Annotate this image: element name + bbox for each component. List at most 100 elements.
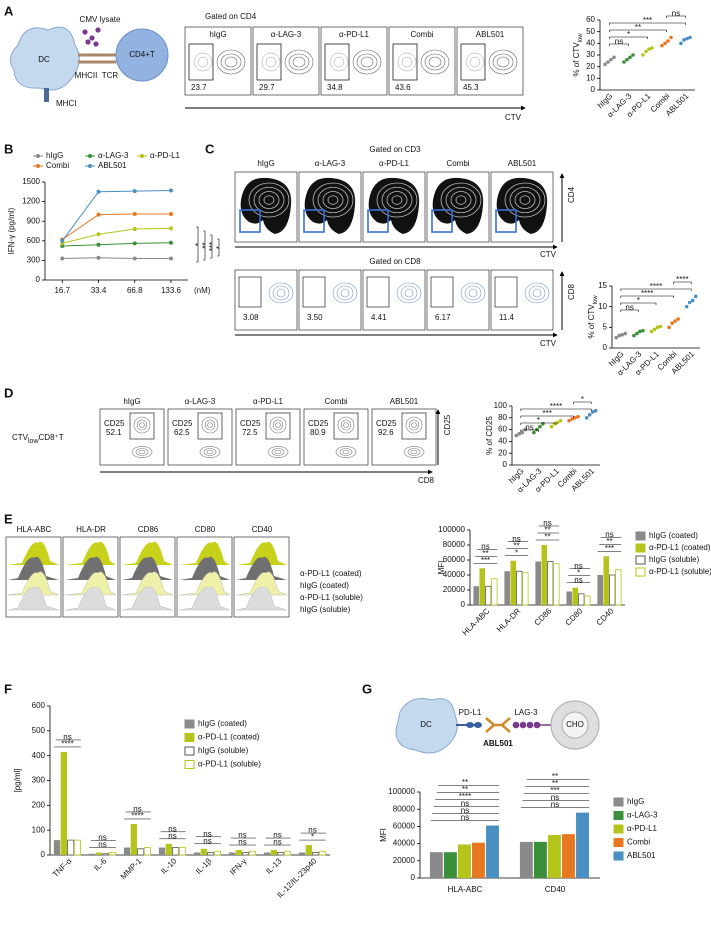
bar: [479, 568, 486, 605]
contour: [135, 448, 149, 456]
percent-label: 3.50: [307, 313, 323, 322]
bar: [603, 556, 610, 605]
data-point: [593, 408, 598, 413]
y-tick-label: 20: [586, 62, 595, 71]
t-cell-label: CD4+T: [129, 50, 155, 59]
data-point: [132, 241, 137, 246]
cmv-label: CMV lysate: [80, 15, 121, 24]
contour: [424, 53, 446, 71]
pdl1-domain: [466, 722, 474, 728]
bar: [576, 812, 589, 878]
contour: [492, 53, 514, 71]
histogram-curve: [64, 586, 117, 611]
bar: [130, 823, 137, 855]
contour: [263, 195, 275, 205]
series-line: [62, 242, 171, 247]
y-tick-label: 80000: [393, 804, 416, 813]
flow-plot: [184, 26, 252, 96]
significance-label: ns: [543, 519, 551, 528]
contour: [352, 49, 382, 75]
gate-label: Gated on CD3: [369, 145, 421, 154]
gate: [494, 276, 518, 308]
data-point: [532, 430, 536, 435]
x-tick-label: IFN-γ: [228, 857, 248, 877]
y-tick-label: 100: [494, 401, 508, 410]
y-tick-label: 80: [498, 413, 507, 422]
data-point: [96, 255, 101, 260]
contour: [376, 182, 418, 218]
legend-swatch: [635, 543, 646, 553]
x-tick-label: MMP-1: [119, 856, 144, 881]
significance-label: ns: [551, 800, 559, 809]
percent-label: 45.3: [463, 83, 479, 92]
group-label: α-PD-L1: [339, 30, 370, 39]
panel-label: C: [205, 141, 215, 156]
significance-label: ns: [273, 838, 281, 847]
significance-label: ns: [574, 575, 582, 584]
contour: [327, 195, 339, 205]
significance-bracket: [609, 36, 648, 39]
density-blob: [304, 177, 356, 234]
contour: [336, 285, 354, 301]
y-axis-label-text: % of CTV: [572, 42, 581, 77]
legend-label: α-PD-L1: [150, 151, 181, 160]
contour: [509, 186, 541, 214]
data-point: [625, 57, 629, 62]
antibody: [485, 717, 511, 733]
legend-label: α-PD-L1: [627, 824, 658, 833]
x-tick-label: IL-10: [159, 856, 179, 876]
significance-label: ns: [168, 824, 176, 833]
y-tick-label: 0: [461, 600, 466, 609]
group-label: Combi: [324, 397, 347, 406]
legend-swatch: [184, 733, 195, 742]
cho-label: CHO: [566, 720, 584, 729]
data-point: [96, 189, 101, 194]
lysate-dot: [93, 41, 99, 47]
significance-bracket: [196, 226, 199, 263]
gate: [197, 412, 223, 440]
significance-label: **: [462, 778, 468, 787]
gate: [431, 209, 453, 233]
contour: [504, 182, 546, 218]
bar: [165, 843, 172, 855]
significance-label: **: [544, 526, 550, 535]
significance-bracket: [673, 281, 692, 284]
flow-plot: [234, 269, 298, 331]
legend-swatch: [613, 797, 624, 807]
data-point: [541, 421, 545, 426]
contour: [405, 416, 423, 434]
significance-bracket: [620, 302, 657, 305]
row-label: CTVlowCD8⁺T: [12, 433, 64, 445]
percent-label: 3.08: [243, 313, 259, 322]
legend-label: ABL501: [98, 161, 127, 170]
data-point: [609, 57, 613, 62]
significance-label: **: [201, 242, 210, 248]
dc-cell: [9, 26, 80, 91]
legend-label: Combi: [627, 838, 650, 847]
legend-label: α-PD-L1 (coated): [198, 733, 260, 742]
data-point: [641, 53, 645, 57]
significance-label: *: [311, 833, 314, 842]
y-axis-label-text: IFN-γ (pg/ml): [7, 207, 16, 254]
contour: [337, 416, 355, 434]
data-point: [658, 324, 663, 329]
group-label: hIgG: [209, 30, 226, 39]
significance-label: ns: [672, 9, 680, 18]
dc-label: DC: [420, 720, 432, 729]
gate: [239, 209, 261, 233]
x-tick-label: IL-1β: [194, 856, 214, 876]
flow-plot: [426, 269, 490, 331]
contour: [261, 52, 281, 72]
contour: [464, 285, 482, 301]
legend-label: hIgG (coated): [198, 719, 247, 728]
axis-label: CD8: [418, 476, 435, 485]
data-point: [688, 35, 692, 40]
significance-bracket: [609, 22, 686, 25]
group-label: hIgG: [257, 159, 274, 168]
data-point: [96, 232, 101, 237]
contour: [284, 49, 314, 75]
y-tick-label: 300: [32, 776, 46, 785]
contour: [488, 49, 518, 75]
bar: [486, 825, 499, 878]
data-point: [132, 227, 137, 232]
